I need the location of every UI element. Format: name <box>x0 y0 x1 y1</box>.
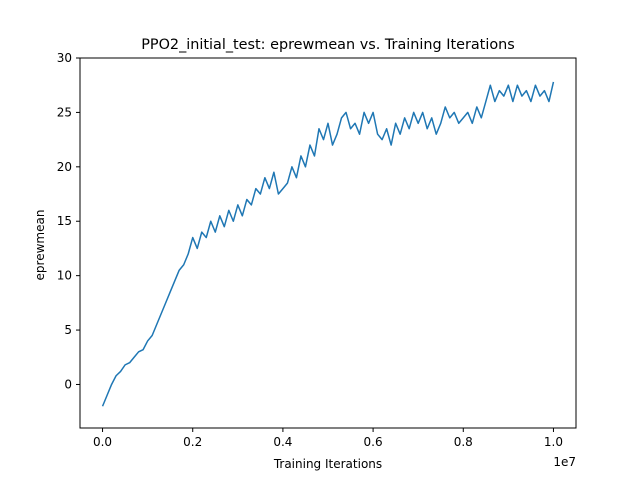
y-tick-label: 5 <box>64 323 72 337</box>
y-tick-label: 0 <box>64 377 72 391</box>
x-tick-label: 0.6 <box>364 435 383 449</box>
y-tick-label: 25 <box>57 105 72 119</box>
x-tick-label: 0.2 <box>183 435 202 449</box>
x-axis-offset-label: 1e7 <box>553 455 576 469</box>
series-line <box>101 81 555 407</box>
chart-title: PPO2_initial_test: eprewmean vs. Trainin… <box>141 37 515 53</box>
x-tick-label: 0.4 <box>273 435 292 449</box>
plot-area <box>101 81 555 407</box>
x-tick-label: 1.0 <box>544 435 563 449</box>
plot-frame <box>79 57 577 429</box>
y-axis-ticks: 0 5 10 15 20 25 30 <box>57 51 80 391</box>
y-tick-label: 10 <box>57 269 72 283</box>
y-tick-label: 20 <box>57 160 72 174</box>
y-axis-label: eprewmean <box>33 210 47 281</box>
x-axis-label: Training Iterations <box>273 457 382 471</box>
y-tick-label: 30 <box>57 51 72 65</box>
y-tick-label: 15 <box>57 214 72 228</box>
x-axis-ticks: 0.0 0.2 0.4 0.6 0.8 1.0 <box>93 428 563 449</box>
x-tick-label: 0.8 <box>454 435 473 449</box>
x-tick-label: 0.0 <box>93 435 112 449</box>
